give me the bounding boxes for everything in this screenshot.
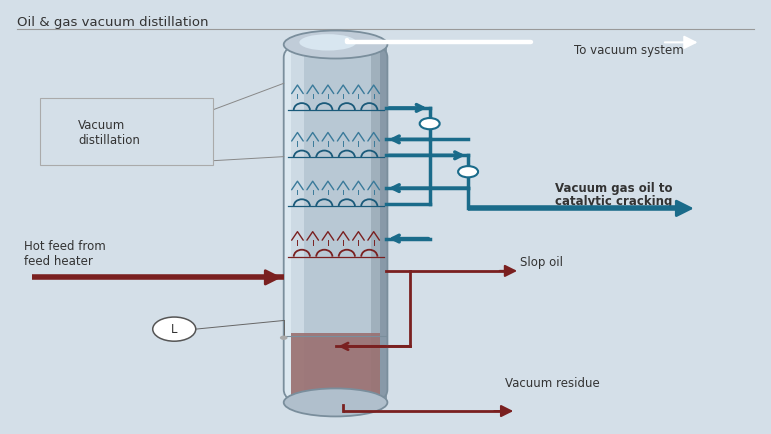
Bar: [371, 45, 380, 402]
Circle shape: [419, 118, 439, 129]
Bar: [380, 45, 387, 402]
Bar: [291, 45, 305, 402]
Ellipse shape: [284, 388, 387, 417]
Text: Vacuum residue: Vacuum residue: [504, 377, 599, 390]
Ellipse shape: [299, 34, 356, 50]
Circle shape: [153, 317, 196, 341]
Text: catalytic cracking: catalytic cracking: [554, 195, 672, 208]
Text: To vacuum system: To vacuum system: [574, 44, 683, 57]
Circle shape: [458, 166, 478, 178]
Text: Oil & gas vacuum distillation: Oil & gas vacuum distillation: [17, 16, 208, 30]
Text: Hot feed from
feed heater: Hot feed from feed heater: [25, 240, 106, 268]
Bar: [284, 45, 291, 402]
Text: L: L: [171, 322, 177, 335]
Text: Vacuum gas oil to: Vacuum gas oil to: [554, 182, 672, 195]
Bar: [284, 45, 387, 402]
Circle shape: [280, 335, 288, 340]
FancyBboxPatch shape: [40, 99, 213, 165]
Text: Slop oil: Slop oil: [520, 256, 563, 269]
Ellipse shape: [284, 30, 387, 59]
Bar: [291, 333, 380, 400]
Text: Vacuum
distillation: Vacuum distillation: [78, 119, 140, 147]
